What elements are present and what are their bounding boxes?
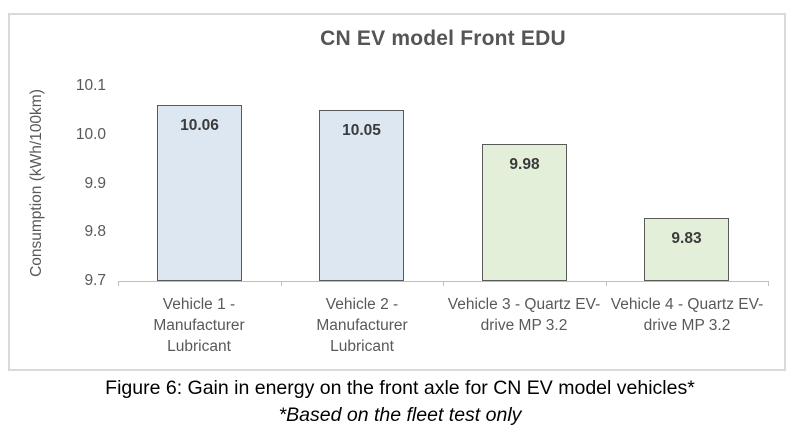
y-tick-label: 9.7: [84, 272, 106, 289]
bar-vehicle-2: 10.05: [319, 110, 404, 281]
bar-vehicle-3: 9.98: [482, 144, 567, 281]
x-axis-tick: [118, 281, 119, 286]
category-label-3: Vehicle 3 - Quartz EV- drive MP 3.2: [447, 296, 601, 334]
figure-caption-text: Figure 6: Gain in energy on the front ax…: [105, 377, 695, 399]
x-axis-tick: [443, 281, 444, 286]
x-axis-tick: [768, 281, 769, 286]
y-tick-label: 10.0: [75, 125, 106, 143]
category-label-1: Vehicle 1 - Manufacturer Lubricant: [153, 296, 245, 355]
category-label-2: Vehicle 2 - Manufacturer Lubricant: [316, 296, 408, 355]
category-label-4: Vehicle 4 - Quartz EV- drive MP 3.2: [610, 296, 764, 334]
y-tick-label: 10.1: [75, 77, 106, 94]
chart-title: CN EV model Front EDU: [320, 27, 566, 50]
chart-frame: CN EV model Front EDU Consumption (kWh/1…: [8, 13, 786, 371]
bar-value-label: 9.98: [509, 156, 540, 173]
plot-area: 10.06 10.05 9.98 9.83: [118, 86, 768, 281]
bar-value-label: 9.83: [671, 230, 702, 247]
figure-caption-note: *Based on the fleet test only: [278, 404, 522, 426]
x-axis-tick: [606, 281, 607, 286]
bar-vehicle-1: 10.06: [157, 105, 242, 281]
y-tick-label: 9.9: [84, 174, 106, 192]
bar-value-label: 10.06: [180, 117, 219, 134]
figure-caption: Figure 6: Gain in energy on the front ax…: [0, 375, 800, 428]
bar-vehicle-4: 9.83: [644, 218, 729, 281]
x-axis-tick: [281, 281, 282, 286]
y-tick-label: 9.8: [84, 223, 106, 241]
bar-value-label: 10.05: [342, 122, 381, 139]
